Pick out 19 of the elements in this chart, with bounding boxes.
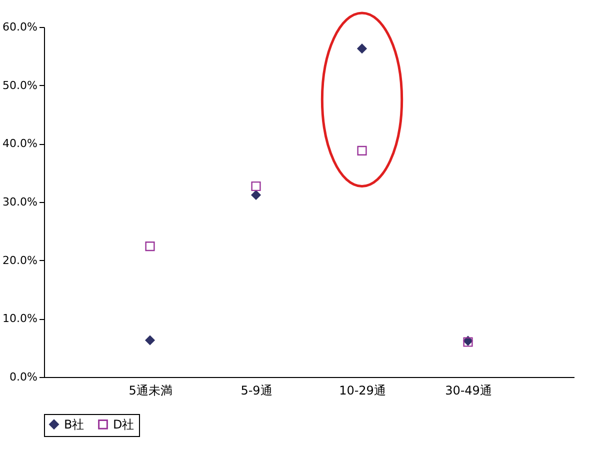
point (357, 44, 367, 54)
y-tick-label: 40.0% (2, 137, 38, 150)
y-tick-label: 50.0% (2, 78, 38, 92)
point (251, 190, 261, 200)
point (251, 181, 261, 192)
y-tick-label: 60.0% (2, 20, 38, 34)
y-tick-label: 30.0% (2, 196, 38, 208)
y-tick-label: 0.0% (10, 370, 38, 384)
x-tick-label: 5-9通 (240, 384, 272, 398)
legend-label: B社 (64, 417, 84, 432)
x-tick-label: 30-49通 (445, 384, 492, 398)
x-tick-label: 5通未満 (128, 384, 172, 398)
x-tick-label: 10-29通 (339, 384, 386, 398)
point (145, 242, 155, 252)
point (357, 146, 367, 156)
point (145, 335, 155, 346)
y-tick-label: 10.0% (2, 312, 38, 326)
legend-label: D社 (113, 417, 134, 432)
y-tick-label: 20.0% (2, 254, 38, 267)
